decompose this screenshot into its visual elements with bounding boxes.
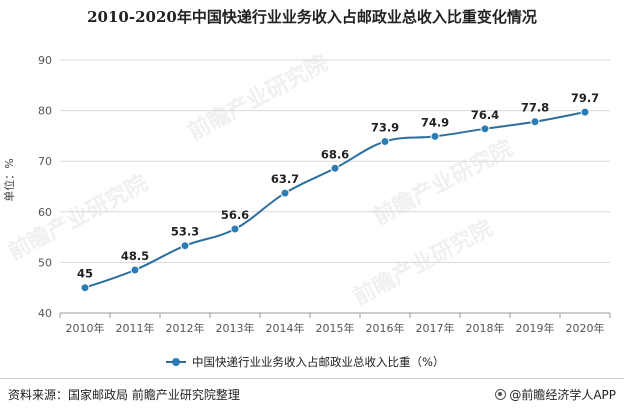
x-tick-label: 2013年 [216,321,255,335]
x-axis: 2010年 2011年 2012年 2013年 2014年 2015年 2016年 2017年… [59,312,611,335]
brand-credit: @前瞻经济学人APP [495,386,616,403]
legend-label: 中国快递行业业务收入占邮政业总收入比重（%） [192,355,444,369]
y-tick-label: 70 [38,155,52,168]
data-label: 74.9 [421,115,449,129]
data-label: 48.5 [121,249,149,263]
gridlines [60,59,610,263]
y-tick-label: 40 [38,307,52,320]
data-point [480,124,490,134]
data-point [80,283,90,293]
x-tick-label: 2010年 [66,321,105,335]
y-axis-label: 单位：% [2,158,16,201]
data-label: 63.7 [271,172,299,186]
x-tick-label: 2011年 [116,321,155,335]
x-tick-label: 2020年 [566,321,605,335]
data-point [430,131,440,141]
data-label: 77.8 [521,101,549,115]
data-labels: 45 48.5 53.3 56.6 63.7 68.6 73.9 74.9 76.4 77.8 79… [77,91,599,281]
x-tick-label: 2015年 [316,321,355,335]
brand-text: @前瞻经济学人APP [509,388,616,402]
legend-marker [172,358,180,366]
y-tick-label: 50 [38,256,52,269]
y-axis: 40 50 60 70 80 90 [38,54,52,320]
y-tick-label: 90 [38,54,52,67]
footer-divider [0,378,624,379]
data-point [230,224,240,234]
data-point [130,265,140,275]
series-line [84,111,586,289]
data-label: 45 [77,267,93,281]
data-point [180,241,190,251]
x-tick-label: 2017年 [416,321,455,335]
source-note: 资料来源：国家邮政局 前瞻产业研究院整理 [8,388,240,402]
data-point [530,117,540,127]
data-label: 68.6 [321,147,349,161]
qianzhan-logo-icon [495,389,507,400]
data-label: 76.4 [471,108,499,122]
x-tick-label: 2016年 [366,321,405,335]
chart-title: 2010-2020年中国快递行业业务收入占邮政业总收入比重变化情况 [87,8,537,26]
x-tick-label: 2012年 [166,321,205,335]
y-tick-label: 60 [38,206,52,219]
x-tick-label: 2019年 [516,321,555,335]
data-label: 53.3 [171,225,199,239]
data-point [580,107,590,117]
x-tick-label: 2014年 [266,321,305,335]
data-label: 79.7 [571,91,599,105]
data-label: 56.6 [221,208,249,222]
legend: 中国快递行业业务收入占邮政业总收入比重（%） [166,355,444,369]
x-tick-label: 2018年 [466,321,505,335]
data-point [380,136,390,146]
data-points [80,107,590,293]
y-tick-label: 80 [38,105,52,118]
data-point [280,188,290,198]
data-label: 73.9 [371,120,399,134]
data-point [330,163,340,173]
